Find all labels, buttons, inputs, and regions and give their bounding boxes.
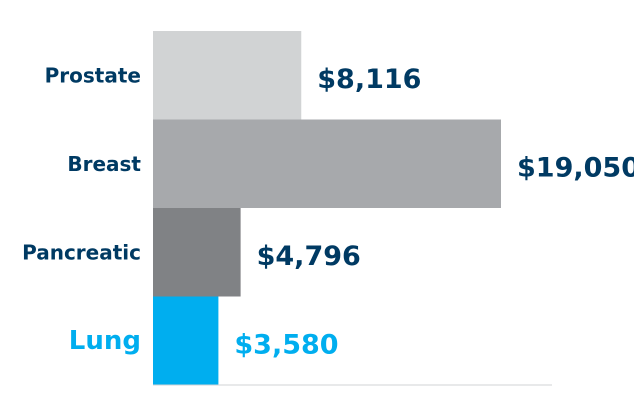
category-label-prostate: Prostate bbox=[45, 63, 141, 87]
category-label-pancreatic: Pancreatic bbox=[22, 240, 141, 264]
value-label-prostate: $8,116 bbox=[317, 64, 421, 95]
bars-group bbox=[153, 31, 501, 385]
bar-lung bbox=[153, 296, 219, 385]
value-label-breast: $19,050 bbox=[517, 152, 634, 183]
category-label-lung: Lung bbox=[69, 326, 141, 356]
bar-prostate bbox=[153, 31, 302, 120]
category-label-breast: Breast bbox=[67, 152, 141, 176]
bar-pancreatic bbox=[153, 208, 241, 297]
bar-breast bbox=[153, 119, 501, 208]
value-labels: $8,116 $19,050 $4,796 $3,580 bbox=[234, 64, 634, 361]
category-labels: Prostate Breast Pancreatic Lung bbox=[22, 63, 141, 356]
value-label-pancreatic: $4,796 bbox=[257, 241, 361, 272]
value-label-lung: $3,580 bbox=[234, 329, 338, 360]
